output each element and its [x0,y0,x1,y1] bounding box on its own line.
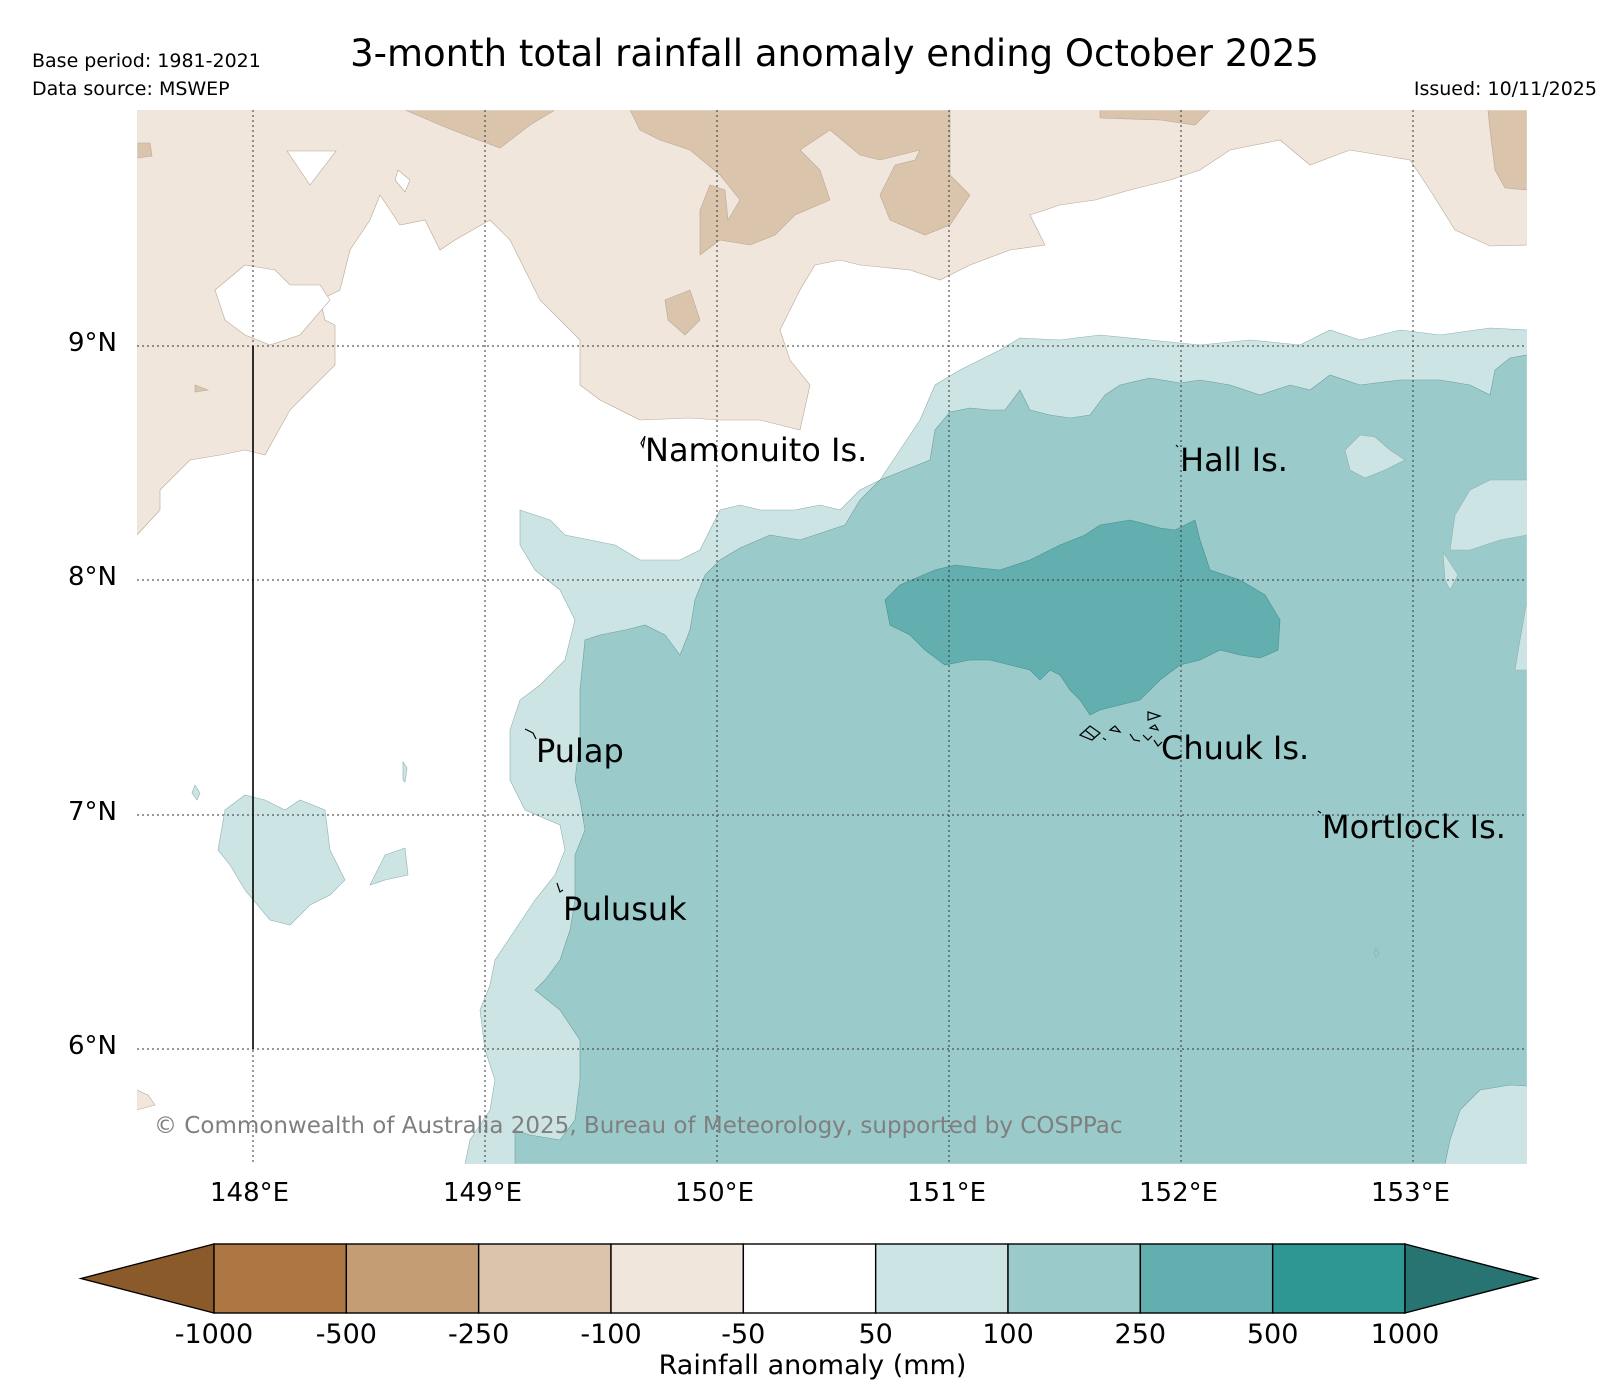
map-frame [136,109,1528,1165]
copyright-notice: © Commonwealth of Australia 2025, Bureau… [154,1113,1123,1139]
island-label-pulusuk: Pulusuk [563,890,687,928]
namonuito-outline [640,435,646,449]
contour-wet-light-patch [1514,599,1527,671]
pulap-outline [524,728,537,740]
contour-layer [137,110,1527,1164]
contour-wet-light [217,794,346,926]
colorbar-tick-label: -250 [448,1319,510,1350]
colorbar-extend-max [1404,1243,1540,1314]
contour-dry-medium [629,110,971,256]
island-label-hall: Hall Is. [1180,441,1288,479]
contour-neutral-patch [286,150,337,186]
chuuk-outline [1078,711,1163,747]
base-period-note: Base period: 1981-2021 [32,50,261,72]
colorbar-tick-label: -50 [721,1319,766,1350]
colorbar-axis-label: Rainfall anomaly (mm) [658,1350,967,1381]
colorbar-tick-label: 50 [858,1319,893,1350]
island-label-chuuk: Chuuk Is. [1161,729,1310,767]
mortlock-outline [1317,810,1322,814]
colorbar-segment [742,1243,877,1314]
contour-neutral-patch [214,264,331,346]
contour-wet-light [369,847,409,886]
lon-label-150e: 150°E [675,1178,755,1208]
island-label-namonuito: Namonuito Is. [645,431,868,469]
colorbar-tick-label: 100 [982,1319,1034,1350]
lat-label-8n: 8°N [68,562,117,592]
contour-dry-medium [404,110,556,149]
colorbar-tick-label: -500 [315,1319,377,1350]
colorbar-segment [345,1243,480,1314]
island-outlines [524,435,1322,893]
lat-label-7n: 7°N [68,797,117,827]
lat-label-9n: 9°N [68,328,117,358]
contour-wet-strong [884,519,1281,716]
graticule [137,110,1527,1164]
lon-label-153e: 153°E [1371,1178,1451,1208]
colorbar-tick-label: 250 [1114,1319,1167,1350]
colorbar-segment [610,1243,745,1314]
colorbar-segment [477,1243,612,1314]
contour-wet-light-patch [1449,479,1527,551]
colorbar-segment [1139,1243,1274,1314]
map-title: 3-month total rainfall anomaly ending Oc… [350,32,1319,75]
contour-dry-medium [1099,110,1211,126]
data-source-note: Data source: MSWEP [32,78,230,100]
pulusuk-outline [556,882,564,893]
island-label-pulap: Pulap [536,732,624,770]
contour-wet-medium [1373,947,1380,958]
contour-wet-light-patch [1442,550,1459,591]
contour-wet-medium [514,354,1527,1164]
contour-wet-light [191,784,201,801]
contour-dry-medium [664,289,701,336]
lon-label-149e: 149°E [443,1178,523,1208]
colorbar-segment [1271,1243,1406,1314]
colorbar-tick-label: 500 [1246,1319,1299,1350]
contour-dry-medium [1487,110,1527,191]
contour-dry-light [137,1089,156,1111]
colorbar-extend-min [78,1243,215,1314]
lon-label-151e: 151°E [907,1178,987,1208]
colorbar-segment [213,1243,348,1314]
lon-label-152e: 152°E [1139,1178,1219,1208]
colorbar-segment [874,1243,1009,1314]
contour-neutral-patch [394,169,411,193]
colorbar-segment [1007,1243,1142,1314]
lon-label-148e: 148°E [210,1178,290,1208]
colorbar-tick-label: -1000 [174,1319,254,1350]
lat-label-6n: 6°N [68,1031,117,1061]
contour-dry-medium [194,384,210,393]
hall-outline [1175,444,1179,448]
colorbar [78,1243,1540,1314]
contour-dry-medium [137,142,153,159]
island-label-mortlock: Mortlock Is. [1322,808,1506,846]
colorbar-tick-label: 1000 [1370,1319,1440,1350]
issued-date: Issued: 10/11/2025 [1413,78,1597,100]
contour-wet-light-patch [1344,434,1406,479]
colorbar-tick-label: -100 [580,1319,642,1350]
contour-wet-light [402,761,408,783]
